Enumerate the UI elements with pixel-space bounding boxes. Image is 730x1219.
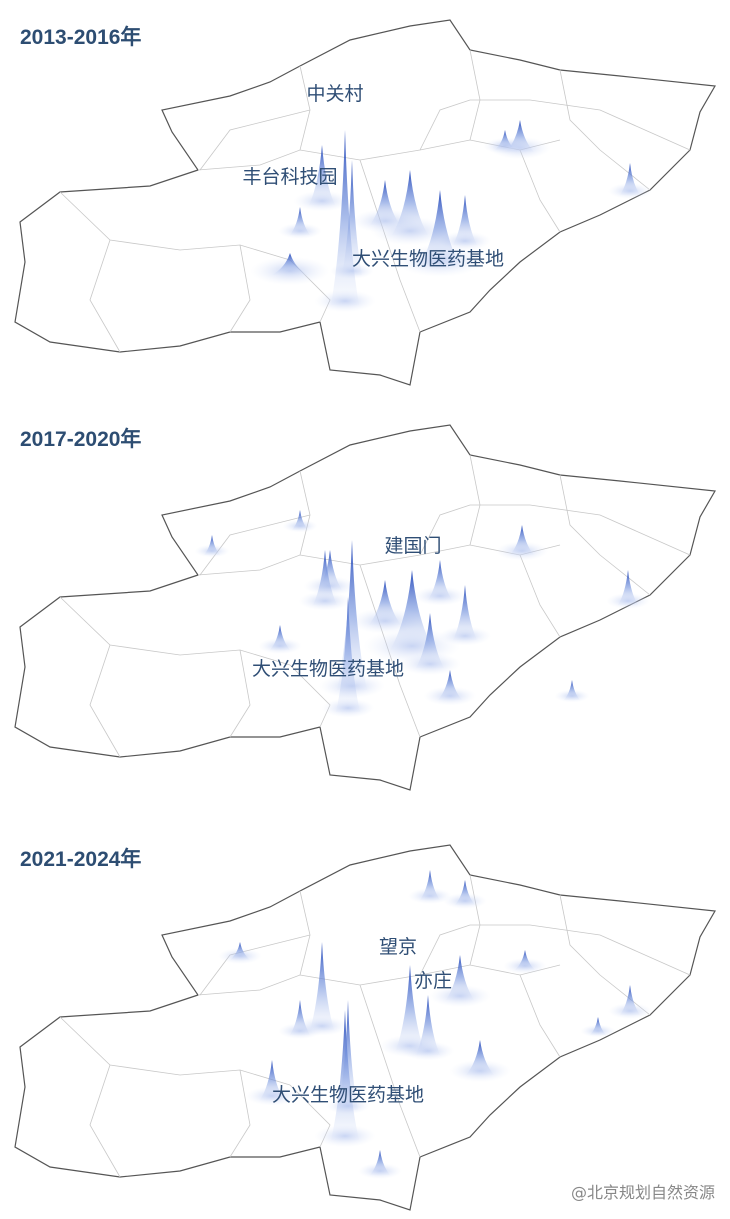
region-outline — [14, 424, 716, 791]
district-border — [229, 649, 251, 738]
density-peak — [396, 965, 424, 1050]
density-peak — [564, 680, 580, 700]
density-peak — [310, 942, 334, 1030]
map-shape — [14, 19, 716, 386]
map-shape — [14, 844, 716, 1211]
density-peak — [230, 942, 250, 960]
district-border — [89, 239, 121, 353]
district-border — [359, 984, 421, 1158]
density-peak — [270, 625, 290, 650]
district-border — [559, 474, 651, 596]
density-peak — [337, 540, 367, 690]
region-outline — [14, 19, 716, 386]
density-peak — [390, 570, 434, 650]
panel-title: 2013-2016年 — [20, 25, 141, 49]
density-peak — [510, 525, 534, 555]
district-border — [59, 1016, 291, 1086]
density-peak — [416, 613, 444, 668]
district-border — [59, 596, 291, 666]
place-label: 中关村 — [306, 83, 363, 105]
density-peak — [204, 535, 220, 555]
place-label: 丰台科技园 — [242, 166, 337, 188]
district-border — [559, 69, 651, 191]
density-peak — [272, 253, 308, 275]
density-peak — [438, 670, 462, 700]
district-border — [197, 964, 561, 996]
district-border — [419, 99, 691, 151]
place-label: 大兴生物医药基地 — [352, 248, 504, 270]
density-peak — [495, 130, 515, 150]
district-border — [559, 894, 651, 1016]
density-peak — [618, 570, 638, 605]
district-border — [229, 244, 251, 333]
density-peak — [453, 195, 477, 245]
district-border — [519, 554, 561, 638]
district-border — [59, 191, 291, 261]
district-border — [89, 644, 121, 758]
density-peak — [420, 870, 440, 900]
district-border — [519, 974, 561, 1058]
density-peak — [453, 585, 477, 640]
density-peak — [515, 950, 535, 970]
density-peak — [292, 510, 308, 530]
density-peak — [290, 207, 310, 235]
density-peak — [466, 1040, 494, 1075]
density-peak — [620, 985, 640, 1015]
place-label: 亦庄 — [414, 970, 452, 992]
density-peak — [338, 1000, 358, 1110]
density-peak — [370, 180, 400, 225]
density-peak — [318, 550, 342, 590]
place-label: 大兴生物医药基地 — [272, 1084, 424, 1106]
density-peak — [420, 190, 460, 265]
panel-title: 2017-2020年 — [20, 427, 141, 451]
district-border — [229, 1069, 251, 1158]
region-outline — [14, 844, 716, 1211]
district-border — [89, 1064, 121, 1178]
watermark: @北京规划自然资源 — [571, 1183, 715, 1202]
density-peak — [428, 560, 452, 600]
density-peak — [446, 955, 474, 1000]
density-peak — [506, 120, 534, 152]
district-border — [419, 504, 691, 556]
density-peak — [392, 170, 428, 235]
map-shape — [14, 424, 716, 791]
district-border — [519, 149, 561, 233]
density-peak — [260, 1060, 284, 1100]
density-peak — [590, 1017, 606, 1035]
density-peak — [309, 145, 335, 205]
place-label: 建国门 — [384, 535, 441, 557]
district-border — [199, 109, 311, 171]
district-border — [359, 159, 421, 333]
panel-title: 2021-2024年 — [20, 847, 141, 871]
place-label: 大兴生物医药基地 — [252, 658, 404, 680]
density-peak — [416, 995, 440, 1055]
district-border — [419, 924, 691, 976]
density-peak — [370, 1150, 390, 1175]
density-peak — [369, 580, 401, 625]
density-peak — [290, 1000, 310, 1035]
density-peak — [455, 880, 475, 905]
density-peak — [342, 160, 362, 275]
density-peak — [620, 163, 640, 195]
place-label: 望京 — [379, 936, 417, 958]
